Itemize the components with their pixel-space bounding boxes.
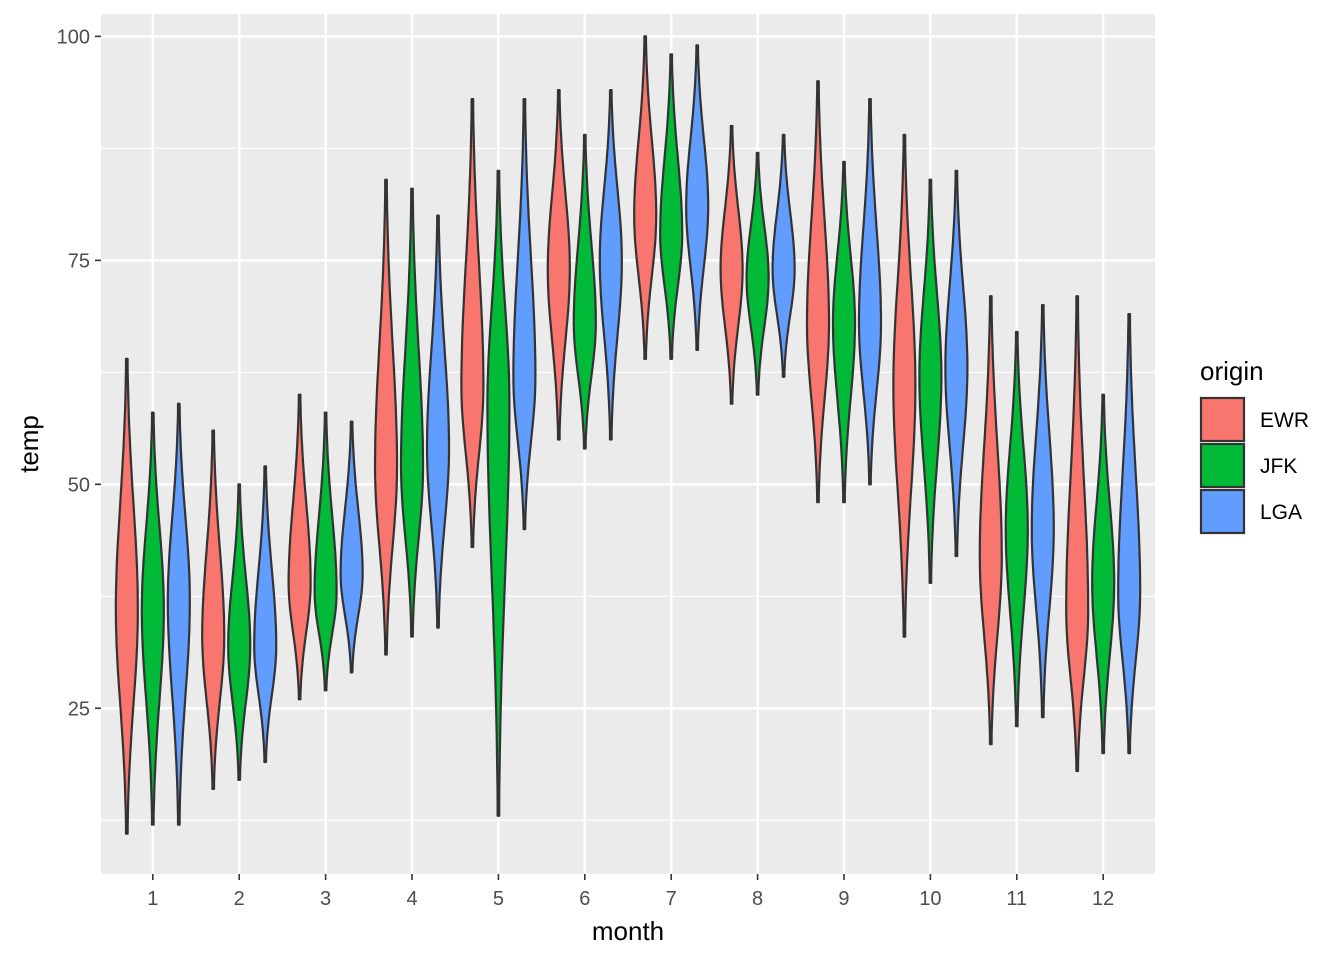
violin-ewr-month-4 <box>373 178 399 656</box>
violin-jfk-month-8 <box>745 151 770 396</box>
violin-ewr-month-12 <box>1065 295 1090 773</box>
violin-lga-month-11 <box>1030 304 1055 719</box>
violin-lga-month-1 <box>166 402 191 826</box>
y-axis: 25 50 75 100 <box>57 26 101 720</box>
violin-jfk-month-10 <box>918 178 943 584</box>
minor-gridlines <box>101 147 1155 821</box>
violin-lga-month-3 <box>339 420 364 674</box>
y-tick-label: 50 <box>68 474 90 496</box>
x-tick-label: 6 <box>579 888 590 910</box>
violin-lga-month-12 <box>1117 313 1142 755</box>
violin-ewr-month-1 <box>114 357 139 835</box>
x-tick-label: 8 <box>752 888 763 910</box>
x-tick-label: 4 <box>406 888 417 910</box>
violin-lga-month-6 <box>598 89 623 441</box>
x-axis-title: month <box>592 916 664 946</box>
violin-ewr-month-6 <box>546 89 571 441</box>
violin-jfk-month-11 <box>1004 330 1029 728</box>
violin-lga-month-9 <box>857 98 883 486</box>
violin-ewr-month-2 <box>201 429 226 790</box>
violin-lga-month-4 <box>425 214 451 629</box>
x-tick-label: 12 <box>1092 888 1114 910</box>
legend-key-jfk <box>1199 442 1246 489</box>
legend-label-jfk: JFK <box>1260 455 1297 478</box>
y-axis-title: temp <box>14 415 44 473</box>
violin-lga-month-10 <box>944 169 969 558</box>
x-tick-label: 5 <box>493 888 504 910</box>
legend-key-ewr <box>1199 396 1246 443</box>
violin-ewr-month-5 <box>460 98 485 549</box>
violin-ewr-month-10 <box>892 133 917 638</box>
violin-lga-month-7 <box>685 44 710 351</box>
violin-jfk-month-1 <box>140 411 165 826</box>
violin-lga-month-2 <box>253 465 278 764</box>
y-tick-label: 100 <box>57 26 90 48</box>
x-tick-label: 10 <box>919 888 941 910</box>
violin-jfk-month-3 <box>313 411 338 692</box>
legend: origin EWR JFK LGA <box>1199 356 1309 535</box>
violin-lga-month-5 <box>512 98 537 531</box>
x-axis: 1 2 3 4 5 6 7 8 9 10 11 12 <box>147 874 1114 910</box>
x-tick-label: 11 <box>1006 888 1027 910</box>
violin-jfk-month-2 <box>227 483 252 781</box>
violin-jfk-month-12 <box>1091 393 1116 755</box>
violin-jfk-month-4 <box>399 187 425 638</box>
violins <box>114 35 1142 835</box>
legend-key-lga <box>1199 488 1246 535</box>
violin-jfk-month-5 <box>486 169 511 817</box>
violin-jfk-month-7 <box>659 53 684 360</box>
y-tick-label: 25 <box>68 698 90 720</box>
legend-title: origin <box>1200 356 1264 386</box>
violin-ewr-month-9 <box>805 80 831 504</box>
x-tick-label: 1 <box>147 888 158 910</box>
plot-panel <box>101 14 1155 874</box>
legend-label-ewr: EWR <box>1260 409 1309 432</box>
legend-label-lga: LGA <box>1260 501 1302 524</box>
x-tick-label: 3 <box>320 888 331 910</box>
violin-ewr-month-8 <box>719 124 744 405</box>
violin-jfk-month-6 <box>572 133 597 450</box>
violin-ewr-month-7 <box>633 35 658 360</box>
y-tick-label: 75 <box>68 250 90 272</box>
x-tick-label: 2 <box>234 888 245 910</box>
x-tick-label: 7 <box>666 888 677 910</box>
x-tick-label: 9 <box>838 888 849 910</box>
violin-jfk-month-9 <box>831 160 857 504</box>
violin-ewr-month-3 <box>287 393 312 701</box>
violin-ewr-month-11 <box>978 295 1003 746</box>
violin-lga-month-8 <box>771 133 796 378</box>
